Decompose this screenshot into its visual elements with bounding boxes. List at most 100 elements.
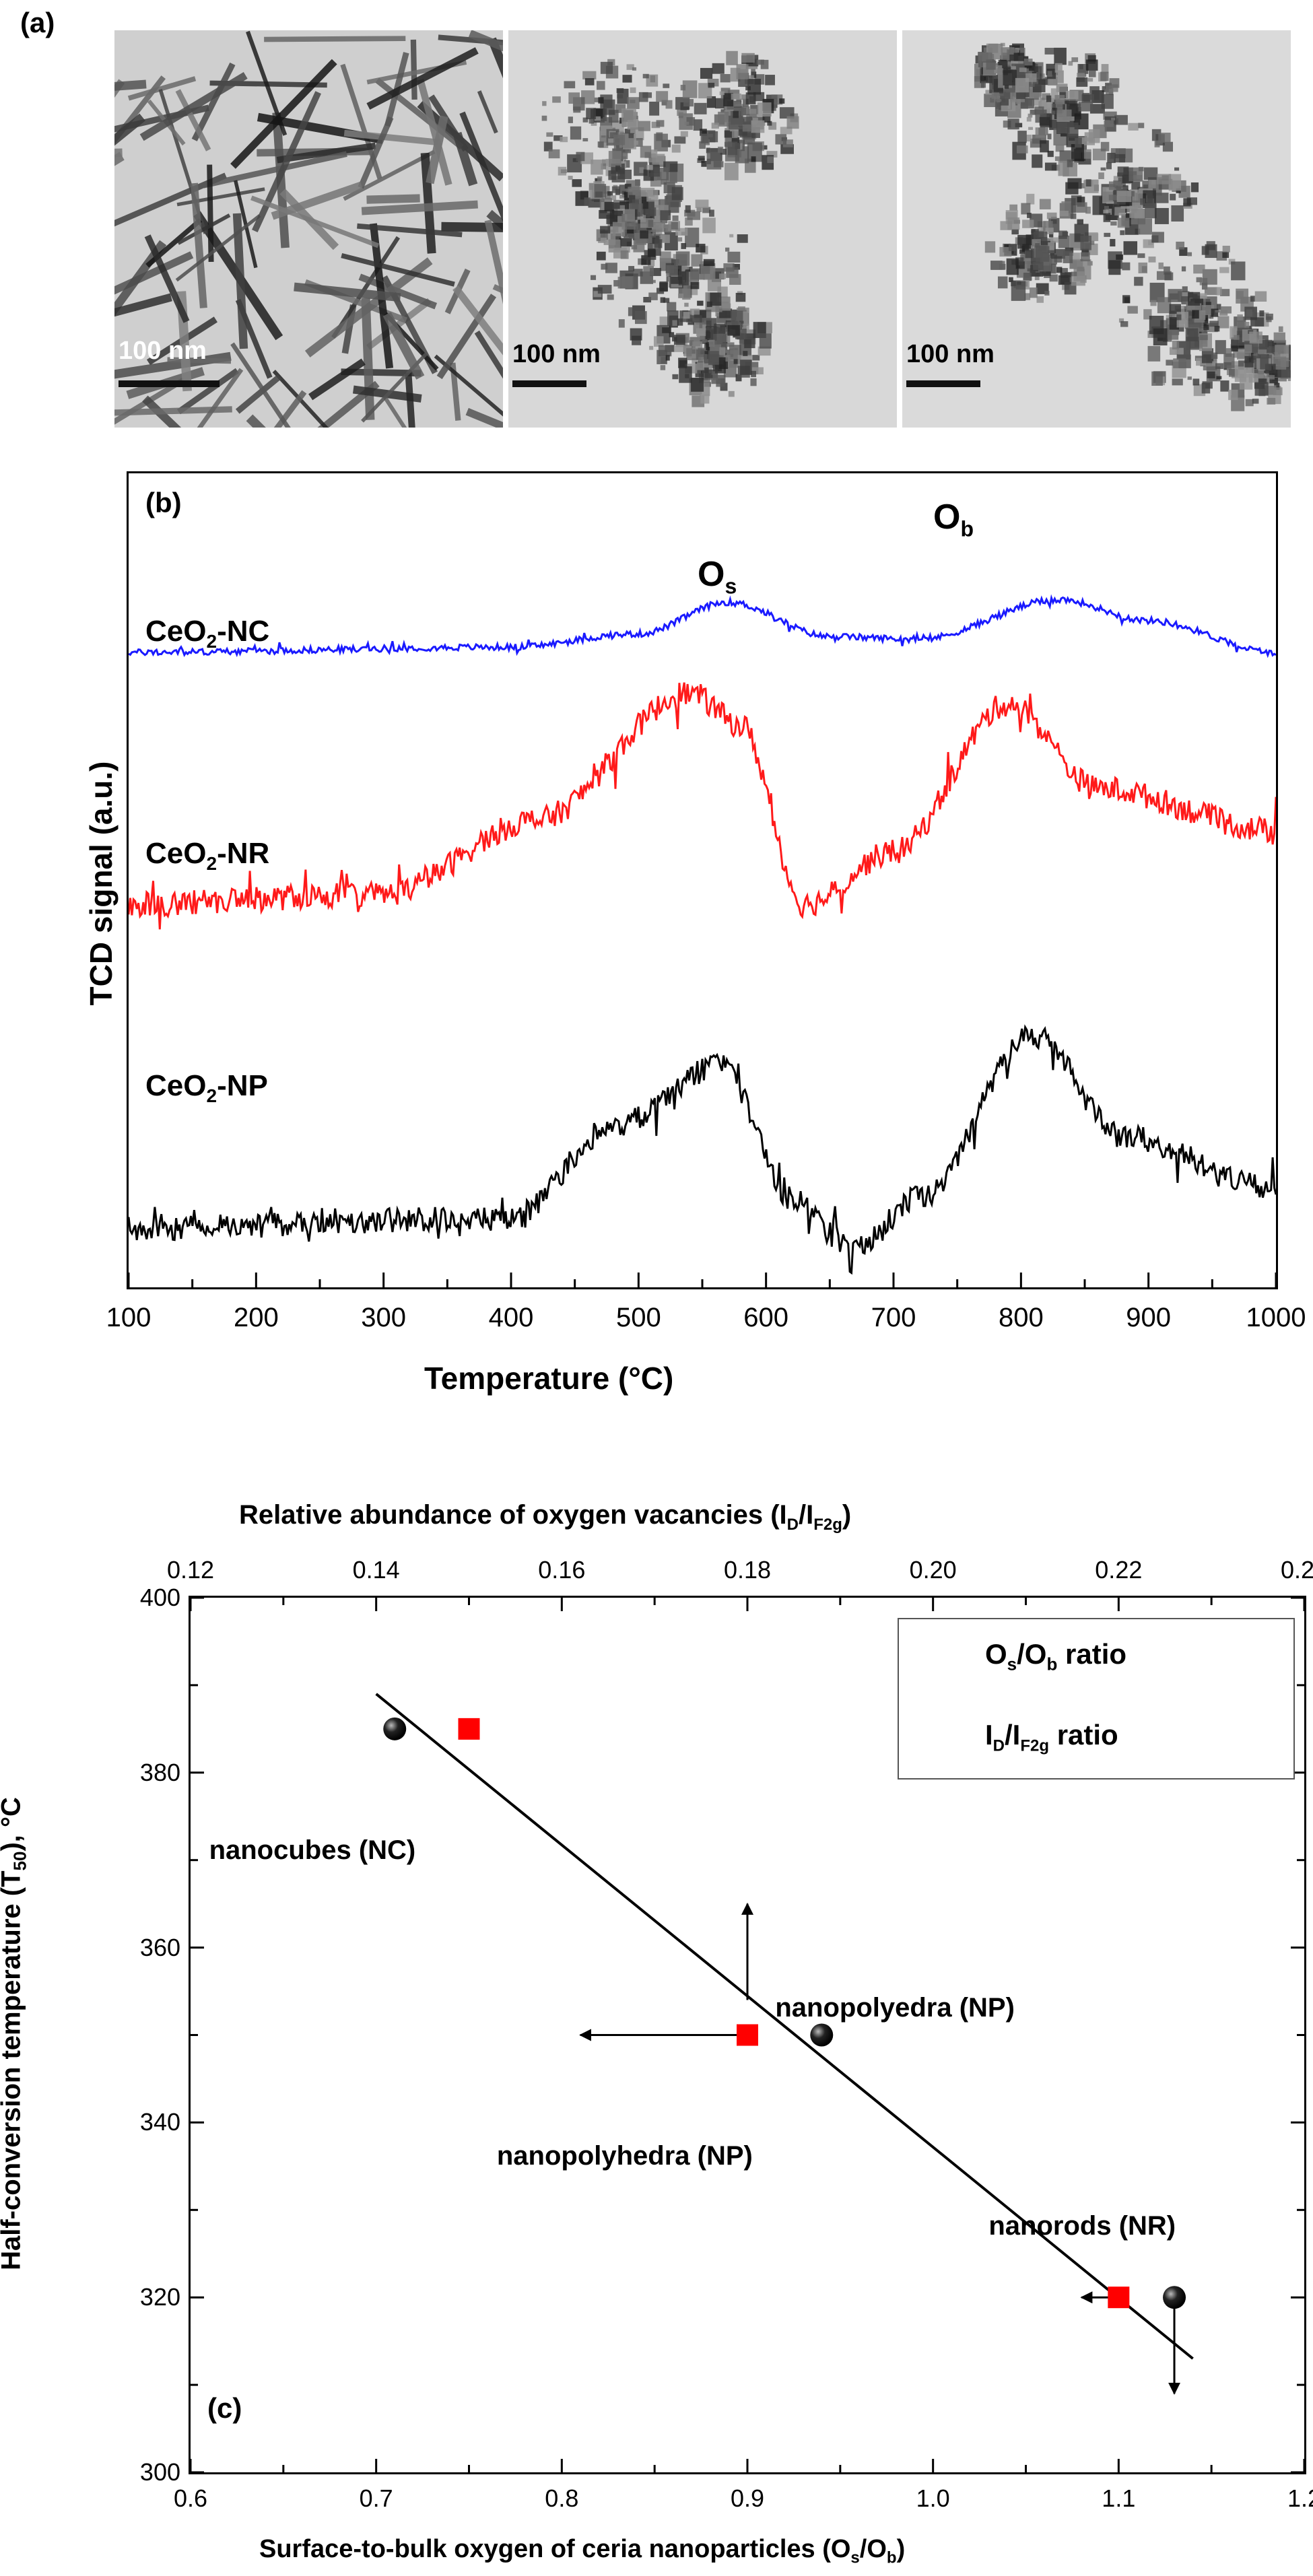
nanoparticle [716,307,722,312]
nanoparticle [1050,237,1059,243]
nanopolyhedra-micrograph-art [508,30,897,428]
nanoparticle [780,127,793,135]
nanoparticle [660,297,666,303]
nanoparticle [1222,251,1230,259]
nanoparticle [1158,262,1164,269]
nanoparticle [739,116,752,125]
nanoparticle [1036,296,1044,303]
nanoparticle [633,269,643,277]
nanoparticle [737,234,748,243]
nanoparticle [1007,118,1019,130]
point-annotation: nanopolyhedra (NP) [496,2141,753,2171]
nanoparticle [1280,358,1289,368]
nanorod-particle [127,76,197,101]
t50-chart-plot [191,1598,1304,2472]
nanoparticle [779,107,795,119]
nanoparticle [686,348,701,360]
nanoparticle [564,81,576,89]
nanoparticle [665,355,670,361]
os-ob-point [383,1717,407,1740]
nanorod-particle [276,142,376,164]
nanoparticle [1211,308,1219,317]
x-tick-label: 100 [106,1303,152,1332]
nanoparticle [1082,149,1091,159]
tem-image-nanorods: 100 nm [114,30,503,428]
nanoparticle [685,217,693,226]
nanoparticle [1158,133,1171,143]
nanoparticle [672,337,677,342]
nanoparticle [1034,274,1040,281]
nanoparticle [712,373,718,380]
nanoparticle [1105,85,1114,95]
nanoparticle [687,320,694,325]
nanoparticle [1033,231,1048,241]
x-tick-label: 1.0 [916,2484,950,2512]
nanoparticle [1217,304,1221,310]
nanorod-particle [207,164,214,263]
nanoparticle [584,78,595,86]
nanoparticle [1026,193,1035,205]
nanoparticle [775,134,787,145]
nanoparticle [1232,328,1240,339]
nanoparticle [1067,159,1073,168]
nanoparticle [1258,349,1267,355]
nanorod-particle [441,222,503,232]
panel-c-label: (c) [207,2392,242,2424]
nanoparticle [669,332,675,337]
nanoparticle [591,160,603,175]
nanoparticle [700,129,707,136]
scale-bar-label: 100 nm [119,337,207,365]
nanoparticle [1059,211,1069,217]
nanoparticle [1118,318,1124,323]
nanoparticle [1244,307,1257,318]
nanoparticle [1178,185,1190,198]
nanoparticle [699,141,706,149]
nanoparticle [1253,369,1258,374]
nanorod-particle [167,357,232,364]
nanorod-particle [366,47,479,110]
nanoparticle [1054,47,1067,65]
nanoparticle [1081,183,1085,189]
nanoparticle [1000,98,1009,106]
nanoparticle [1253,353,1258,356]
nanoparticle [1220,289,1230,296]
nanoparticle [1148,257,1156,263]
nanoparticle [1181,296,1190,305]
nanoparticle [1215,310,1220,313]
nanoparticle [1176,314,1182,320]
nanoparticle [1030,109,1037,115]
nanoparticle [728,391,735,397]
nanoparticle [1051,109,1058,114]
nanoparticle [1080,252,1090,262]
nanoparticle [724,141,733,147]
nanoparticle [1174,167,1180,171]
nanoparticle [1015,77,1030,93]
nanoparticle [1138,123,1145,129]
nanoparticle [710,292,722,306]
nanoparticle [749,108,757,118]
nanoparticle [708,82,715,88]
nanoparticle [718,273,726,279]
nanoparticle [1157,297,1172,314]
t50-chart-frame: Os/Ob ratio ID/IF2g ratio (c) nanocubes … [189,1596,1306,2474]
nanoparticle [1186,197,1197,205]
nanoparticle [1117,217,1130,228]
nanoparticle [745,92,756,105]
nanoparticle [1054,95,1065,104]
nanoparticle [627,97,640,109]
nanoparticle [982,53,992,62]
nanoparticle [684,121,689,125]
nanoparticle [590,275,597,280]
nanoparticle [724,130,735,138]
nanorod-particle [405,372,415,428]
nanoparticle [634,311,647,325]
nanoparticle [1118,177,1126,188]
nanoparticle [631,245,638,250]
nanoparticle [692,341,703,349]
x2-tick-label: 0.16 [538,1556,586,1584]
nanoparticle [698,347,705,358]
nanoparticle [708,351,719,366]
nanoparticle [1016,145,1028,154]
nanoparticle [660,210,671,221]
nanoparticle [1003,121,1011,128]
